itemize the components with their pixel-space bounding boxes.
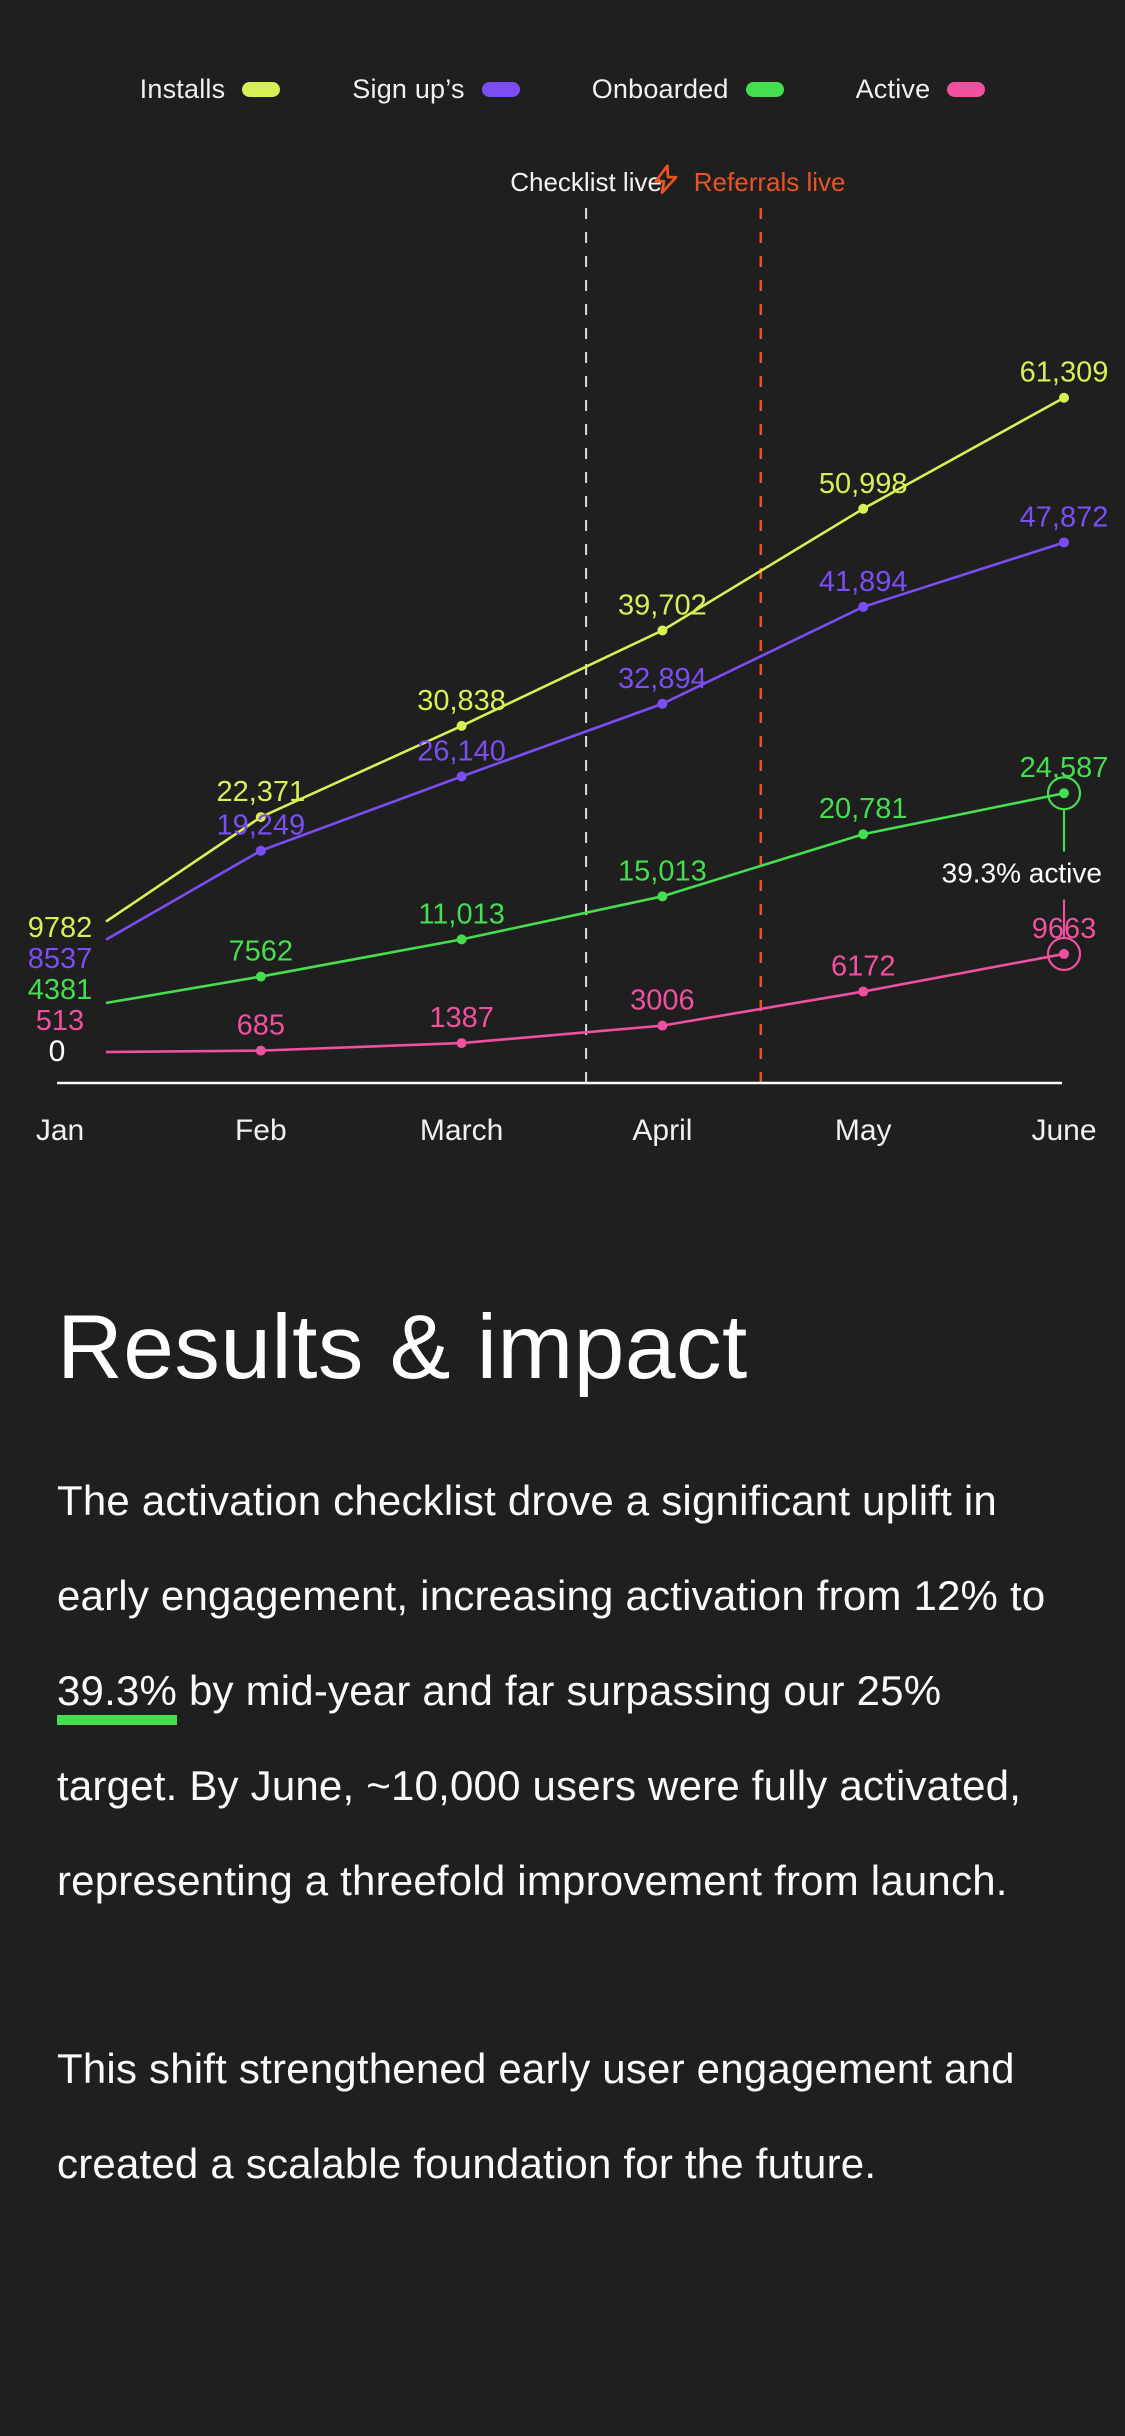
data-label: 30,838 [417, 685, 506, 717]
legend-label: Installs [139, 74, 226, 104]
data-label: 9782 [28, 912, 93, 944]
month-label: Jan [36, 1114, 84, 1147]
paragraph-text-after: by mid-year and far surpassing our 25% t… [57, 1666, 1022, 1904]
activation-chart: Checklist live Referrals live 051343818537… [28, 164, 1109, 1147]
data-point [255, 845, 266, 856]
legend-label: Onboarded [591, 74, 729, 104]
data-label: 32,894 [618, 663, 707, 695]
data-label: 3006 [630, 985, 695, 1017]
data-point [858, 986, 869, 997]
data-label: 513 [36, 1005, 84, 1037]
data-point [657, 891, 668, 902]
month-label: June [1031, 1114, 1096, 1147]
data-point [858, 829, 869, 840]
data-point [1059, 392, 1069, 403]
results-section: Results & impact The activation checklis… [57, 1296, 1069, 2211]
event-label-referrals-live: Referrals live [694, 167, 846, 197]
legend-swatch [242, 82, 281, 97]
data-label: 50,998 [819, 468, 908, 500]
highlight-ring [1046, 936, 1082, 972]
results-paragraph-2: This shift strengthened early user engag… [57, 2044, 1015, 2187]
month-label: April [632, 1114, 692, 1147]
data-label: 26,140 [417, 735, 506, 767]
data-label: 22,371 [216, 776, 305, 808]
origin-label: 0 [49, 1035, 66, 1068]
legend-item-onboarded: Onboarded [592, 74, 784, 105]
legend-label: Active [855, 74, 931, 104]
data-point [858, 601, 869, 612]
series-line-installs [105, 396, 1065, 923]
data-point [657, 625, 668, 636]
callout-label: 39.3% active [942, 858, 1102, 889]
data-label: 4381 [28, 974, 93, 1006]
data-point [657, 698, 668, 709]
legend-item-active: Active [856, 74, 986, 105]
month-label: May [835, 1114, 892, 1147]
data-point [456, 771, 467, 782]
data-point [858, 503, 869, 514]
data-point [456, 1038, 467, 1049]
activation-rate-highlight: 39.3% [57, 1666, 178, 1725]
legend-swatch [481, 82, 520, 97]
series-line-onboarded [105, 791, 1065, 1005]
data-label: 24,587 [1020, 752, 1109, 784]
series-line-active [105, 952, 1065, 1054]
legend-item-installs: Installs [140, 74, 281, 105]
data-label: 39,702 [618, 589, 707, 621]
chart-legend: Installs Sign up’s Onboarded Active [0, 74, 1125, 105]
data-label: 61,309 [1020, 357, 1109, 389]
results-paragraph-1: The activation checklist drove a signifi… [57, 1453, 1069, 1928]
data-point [1059, 788, 1069, 799]
data-label: 685 [237, 1010, 285, 1042]
data-label: 47,872 [1020, 501, 1109, 533]
data-point [255, 971, 266, 982]
data-point [255, 812, 266, 823]
month-label: Feb [235, 1114, 287, 1147]
data-point [255, 1045, 266, 1056]
data-point [456, 720, 467, 731]
paragraph-text-before: The activation checklist drove a signifi… [57, 1476, 1046, 1619]
data-label: 11,013 [418, 898, 505, 930]
data-point [456, 934, 467, 945]
legend-swatch [745, 82, 784, 97]
data-label: 8537 [28, 943, 93, 975]
month-label: March [420, 1114, 503, 1147]
lightning-bolt-icon [654, 164, 678, 195]
data-point [1059, 537, 1069, 548]
highlight-ring [1046, 776, 1082, 811]
data-label: 6172 [831, 951, 896, 983]
event-label-checklist-live: Checklist live [510, 167, 662, 197]
data-label: 15,013 [618, 855, 707, 887]
legend-item-sign-up-s: Sign up’s [352, 74, 520, 105]
results-heading: Results & impact [57, 1297, 748, 1398]
legend-label: Sign up’s [352, 74, 465, 104]
data-label: 7562 [229, 936, 294, 968]
data-label: 1387 [429, 1002, 494, 1034]
data-point [657, 1020, 668, 1031]
series-line-sign-up-s [105, 541, 1065, 941]
data-point [1059, 948, 1069, 959]
data-label: 41,894 [819, 566, 908, 598]
legend-swatch [947, 82, 986, 97]
data-label: 20,781 [819, 793, 908, 825]
data-label: 19,249 [216, 810, 305, 842]
